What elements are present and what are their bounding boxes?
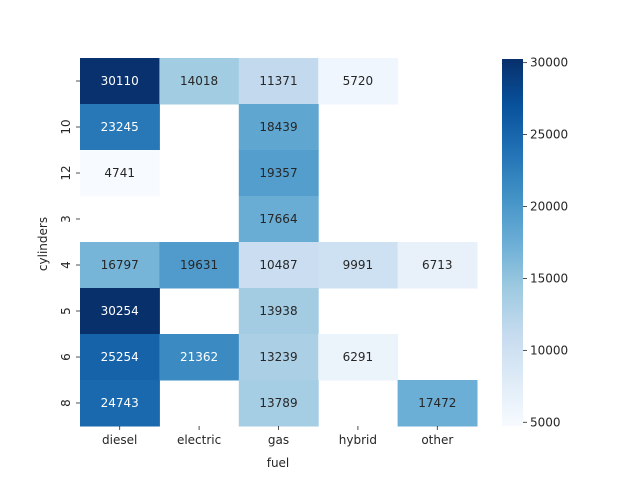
cell-value-label: 21362 [180,350,218,364]
heatmap-cell [238,196,319,243]
y-tick-label: 12 [59,165,73,180]
heatmap-cell [397,242,478,289]
heatmap-cell [238,334,319,381]
y-tick-label: 6 [59,353,73,361]
cell-value-label: 13938 [259,304,297,318]
colorbar-tick-label: 25000 [530,128,568,142]
cell-value-label: 24743 [101,396,139,410]
heatmap-cell [80,150,160,197]
cell-value-label: 6713 [422,258,453,272]
cell-value-label: 4741 [104,166,135,180]
y-tick-label: 3 [59,215,73,223]
cell-value-label: 18439 [259,120,297,134]
cell-value-label: 17664 [259,212,297,226]
y-axis-ticks: 10 12 3 4 5 6 8 [59,80,80,407]
heatmap-cell [238,380,319,427]
y-tick-label: 8 [59,399,73,407]
heatmap-cell [80,288,160,335]
cell-value-label: 14018 [180,74,218,88]
x-tick-label: gas [268,433,289,447]
heatmap-cell [80,58,160,105]
cell-value-label: 13239 [259,350,297,364]
heatmap-cell-labels: 30110 14018 11371 5720 23245 18439 4741 19357 17… [101,74,457,410]
cell-value-label: 17472 [418,396,456,410]
heatmap-cell [318,242,399,289]
heatmap-cell [238,288,319,335]
cell-value-label: 30254 [101,304,139,318]
heatmap-cell [238,242,319,289]
x-axis-ticks: diesel electric gas hybrid other [102,426,453,447]
x-axis-label: fuel [267,456,290,470]
heatmap-cell [397,380,478,427]
heatmap-cell [159,334,240,381]
cell-value-label: 25254 [101,350,139,364]
colorbar-tick-label: 10000 [530,343,568,357]
heatmap-cells [80,58,478,427]
cell-value-label: 16797 [101,258,139,272]
heatmap-cell [238,58,319,105]
heatmap-cell [318,58,399,105]
cell-value-label: 6291 [343,350,374,364]
heatmap-cell [159,58,240,105]
cell-value-label: 11371 [259,74,297,88]
cell-value-label: 9991 [343,258,374,272]
cell-value-label: 5720 [343,74,374,88]
colorbar-tick-label: 15000 [530,271,568,285]
heatmap-cell [238,104,319,151]
x-tick-label: diesel [102,433,137,447]
x-tick-label: other [421,433,453,447]
heatmap-cell [80,334,160,381]
cell-value-label: 13789 [259,396,297,410]
heatmap-cell [80,104,160,151]
y-tick-label: 10 [59,119,73,134]
heatmap-cell [159,242,240,289]
heatmap-cell [318,334,399,381]
colorbar-tick-label: 20000 [530,200,568,214]
colorbar-ticks: 5000 10000 15000 20000 25000 30000 [523,56,568,429]
heatmap-cell [238,150,319,197]
cell-value-label: 19357 [259,166,297,180]
x-tick-label: hybrid [339,433,377,447]
y-tick-label: 4 [59,261,73,269]
x-tick-label: electric [177,433,221,447]
cell-value-label: 23245 [101,120,139,134]
y-axis-label: cylinders [36,217,50,271]
cell-value-label: 10487 [259,258,297,272]
colorbar-tick-label: 30000 [530,56,568,70]
heatmap-cell [80,242,160,289]
colorbar-tick-label: 5000 [530,415,561,429]
y-tick-label: 5 [59,307,73,315]
cell-value-label: 19631 [180,258,218,272]
colorbar [502,59,523,426]
cell-value-label: 30110 [101,74,139,88]
heatmap-cell [80,380,160,427]
